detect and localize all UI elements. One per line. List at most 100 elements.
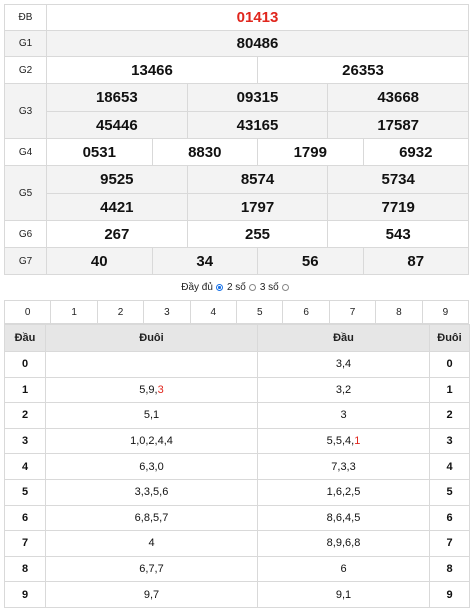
option-three-label[interactable]: 3 số (259, 281, 279, 293)
prize-number: 267 (104, 225, 130, 243)
table-row: 3 1,0,2,4,4 5,5,4,1 3 (4, 427, 470, 455)
tail-digit-text: 8 (446, 563, 453, 576)
prize-number: 18653 (95, 89, 138, 106)
tail-digit-text: 3 (446, 435, 453, 448)
tail-values-text: 9,7 (143, 588, 160, 601)
prize-number: 7719 (327, 194, 468, 220)
table-row: 4 6,3,0 7,3,3 4 (4, 453, 470, 480)
prize-label: G6 (4, 220, 47, 248)
prize-number: 45446 (95, 116, 138, 134)
loto-header-row: Đầu Đuôi Đầu Đuôi (4, 324, 470, 352)
option-three-radio[interactable] (248, 283, 256, 291)
prize-number: 0531 (82, 143, 116, 161)
digit-tab[interactable]: 4 (189, 301, 236, 323)
head-digit-text: 2 (21, 409, 29, 422)
head-values: 8,9,6,8 (257, 530, 430, 557)
prize-number: 1799 (257, 139, 363, 165)
highlighted-value: 3 (157, 383, 164, 396)
digit-tab[interactable]: 2 (96, 301, 143, 323)
head-digit: 3 (4, 427, 46, 455)
prize-number: 40 (90, 252, 108, 270)
head-digit-text: 0 (21, 358, 29, 371)
prize-number: 87 (362, 248, 469, 274)
tail-values: 1,0,2,4,4 (45, 427, 258, 455)
head-values-text: 1,6,2,5 (326, 486, 361, 499)
tail-digit-text: 9 (446, 588, 453, 601)
tail-values-text: 6,7,7 (139, 563, 164, 576)
prize-number: 6932 (362, 139, 469, 165)
prize-number: 8574 (186, 166, 328, 193)
tail-values-text: 1,0,2,4,4 (130, 435, 173, 448)
table-row: 9 9,7 9,1 9 (4, 581, 470, 608)
tail-digit: 5 (429, 478, 470, 506)
digit-tab[interactable]: 9 (421, 301, 468, 323)
tail-values-text: 6,8,5,7 (134, 511, 169, 524)
prize-number: 17587 (327, 112, 468, 138)
head-values: 9,1 (257, 581, 430, 608)
tail-values-text: 5,1 (143, 409, 160, 422)
prize-label: G2 (4, 56, 47, 84)
head-values: 8,6,4,5 (257, 504, 430, 532)
head-digit-text: 8 (21, 563, 29, 576)
tail-digit-text: 5 (446, 486, 453, 499)
head-values: 6 (257, 555, 430, 583)
prize-number: 5734 (327, 166, 468, 193)
table-row: 8 6,7,7 6 8 (4, 555, 470, 583)
tail-values: 3,3,5,6 (45, 478, 258, 506)
prize-number: 13466 (131, 61, 173, 79)
digit-tab[interactable]: 0 (24, 306, 31, 318)
prize-label: ĐB (4, 4, 47, 31)
prize-number: 4421 (100, 198, 134, 216)
tail-values: 5,9,3 (45, 376, 258, 404)
prize-number: 26353 (257, 57, 468, 83)
prize-row-g7: G7 40 34 56 87 (4, 247, 469, 275)
tail-digit: 6 (429, 504, 470, 532)
head-digit-text: 6 (21, 511, 29, 524)
digit-tab[interactable]: 1 (50, 301, 96, 323)
header-duoi-2: Đuôi (429, 324, 470, 352)
head-values-text: 8,9,6,8 (326, 537, 361, 550)
head-values: 1,6,2,5 (257, 478, 430, 506)
digit-tab[interactable]: 5 (236, 301, 282, 323)
tail-values: 5,1 (45, 402, 258, 429)
tail-digit: 2 (429, 402, 470, 429)
tail-digit: 8 (429, 555, 470, 583)
prize-number: 09315 (186, 84, 328, 111)
head-digit-text: 4 (21, 460, 29, 473)
tail-digit-text: 7 (446, 537, 453, 550)
digit-tab[interactable]: 6 (282, 301, 328, 323)
digit-tab[interactable]: 7 (328, 301, 375, 323)
tail-digit-text: 2 (446, 409, 453, 422)
tail-digit: 0 (429, 351, 470, 378)
digit-tab[interactable]: 8 (375, 301, 421, 323)
head-digit-text: 7 (21, 537, 29, 550)
head-digit-text: 3 (21, 435, 29, 448)
tail-digit: 3 (429, 427, 470, 455)
tail-digit: 7 (429, 530, 470, 557)
prize-number: 34 (151, 248, 258, 274)
option-two-label[interactable]: 2 số (226, 281, 246, 293)
option-extra-radio[interactable] (281, 283, 289, 291)
highlighted-value: 1 (354, 435, 361, 448)
head-digit-text: 5 (21, 486, 29, 499)
head-digit: 4 (4, 453, 46, 480)
tail-digit: 9 (429, 581, 470, 608)
tail-values: 6,8,5,7 (45, 504, 258, 532)
header-dau-2: Đầu (257, 324, 430, 352)
tail-values: 6,7,7 (45, 555, 258, 583)
digit-tab[interactable]: 3 (143, 301, 189, 323)
tail-values-text: 5,9, (139, 383, 158, 396)
table-row: 0 3,4 0 (4, 351, 470, 378)
head-digit-text: 1 (21, 383, 29, 396)
head-values-text: 3 (340, 409, 347, 422)
table-row: 7 4 8,9,6,8 7 (4, 530, 470, 557)
option-two-radio[interactable] (215, 283, 223, 291)
head-values-text: 3,4 (335, 358, 352, 371)
head-values-text: 7,3,3 (331, 460, 356, 473)
head-digit: 7 (4, 530, 46, 557)
head-values: 3,4 (257, 351, 430, 378)
tail-digit: 1 (429, 376, 470, 404)
tail-digit-text: 4 (446, 460, 453, 473)
display-options: Đầy đủ 2 số 3 số (0, 280, 472, 294)
